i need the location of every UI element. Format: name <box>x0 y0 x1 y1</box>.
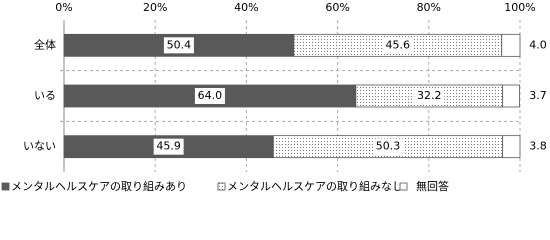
legend-label: メンタルヘルスケアの取り組みあり <box>11 180 187 193</box>
chart: 0% 20% 40% 60% 80% 100% 全体 50.4 45.6 4.0 いる 64.0 32.… <box>1 1 547 193</box>
data-label-box <box>414 88 445 104</box>
x-tick-label: 20% <box>143 1 167 14</box>
data-label: 32.2 <box>417 89 442 102</box>
data-label-box <box>153 138 184 155</box>
data-label-box <box>372 138 403 155</box>
data-label-box <box>382 37 413 54</box>
bar-segment <box>502 84 520 108</box>
legend-swatch <box>1 182 10 191</box>
data-label: 4.0 <box>529 38 547 51</box>
data-label: 3.8 <box>529 140 547 153</box>
bar-segment <box>502 135 521 159</box>
x-tick-label: 0% <box>55 1 72 14</box>
x-tick-label: 80% <box>417 1 441 14</box>
legend-swatch <box>399 182 408 191</box>
data-label-box <box>194 88 225 104</box>
data-label: 64.0 <box>198 89 223 102</box>
legend-label: メンタルヘルスケアの取り組みなし <box>227 180 403 193</box>
data-label: 50.3 <box>376 140 401 153</box>
y-tick-label: いない <box>23 140 56 153</box>
x-tick-label: 40% <box>234 1 258 14</box>
legend-swatch <box>217 182 226 191</box>
data-label: 45.9 <box>156 140 181 153</box>
data-label: 3.7 <box>529 89 547 102</box>
x-tick-label: 100% <box>504 1 535 14</box>
x-tick-label: 60% <box>325 1 349 14</box>
legend-label: 無回答 <box>416 179 449 193</box>
y-tick-label: 全体 <box>34 37 56 51</box>
data-label: 45.6 <box>386 38 411 51</box>
y-tick-label: いる <box>34 89 56 102</box>
data-label-box <box>163 37 194 54</box>
data-label: 50.4 <box>167 38 192 51</box>
bar-segment <box>501 33 521 57</box>
